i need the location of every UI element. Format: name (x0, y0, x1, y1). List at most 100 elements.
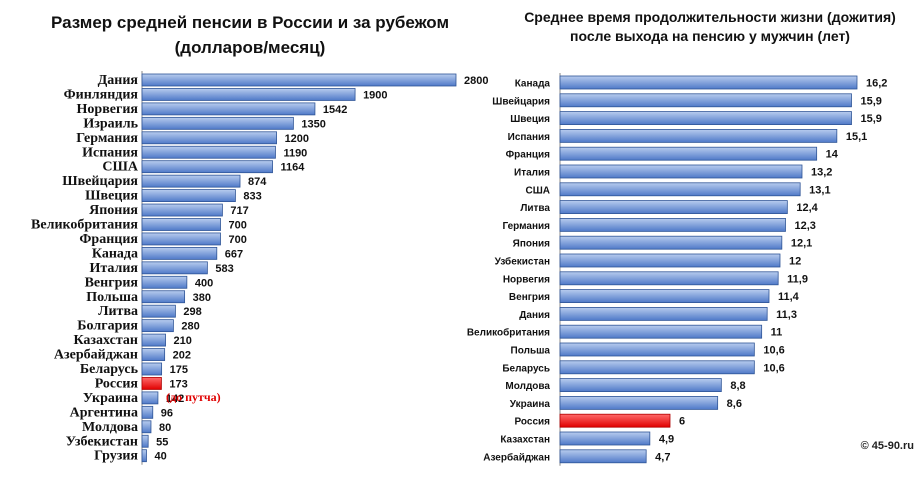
life-category-label-17: Беларусь (502, 363, 550, 374)
pension-category-label-20: Азербайджан (54, 348, 138, 363)
pension-category-label-18: Болгария (77, 319, 138, 334)
life-value-label-12: 11,9 (787, 273, 808, 285)
life-value-label-18: 8,8 (730, 380, 745, 392)
life-value-label-5: 14 (826, 149, 839, 161)
pension-value-label-20: 202 (173, 350, 191, 362)
pension-category-label-13: Канада (92, 246, 138, 261)
pension-value-label-15: 400 (195, 277, 213, 289)
pension-bar-13 (141, 246, 218, 260)
pension-category-label-9: Швеция (85, 189, 138, 204)
pension-value-label-17: 298 (183, 306, 201, 318)
pension-category-label-21: Беларусь (80, 362, 139, 377)
pension-bar-9 (141, 189, 236, 203)
pension-bar-8 (141, 174, 241, 188)
life-category-label-22: Азербайджан (483, 451, 550, 463)
pension-value-label-25: 80 (159, 422, 171, 434)
life-bar-8 (559, 200, 788, 215)
pension-category-label-3: Норвегия (77, 102, 139, 117)
pension-bar-3 (141, 102, 316, 116)
life-bar-11 (559, 253, 781, 268)
pension-value-label-19: 210 (174, 335, 192, 347)
pension-value-label-14: 583 (215, 263, 233, 275)
life-value-label-20: 6 (679, 416, 685, 428)
pension-category-label-2: Финляндия (64, 87, 139, 102)
life-category-label-9: Германия (502, 221, 550, 232)
pension-category-label-7: США (102, 160, 138, 175)
pension-value-label-3: 1542 (323, 104, 347, 116)
pension-bar-1 (141, 73, 457, 87)
life-value-label-6: 13,2 (811, 167, 832, 179)
pension-value-label-1: 2800 (464, 75, 488, 87)
right-chart-title-line-1: Среднее время продолжительности жизни (д… (524, 9, 896, 25)
left-chart-title: Размер средней пенсии в России и за рубе… (40, 10, 460, 60)
pension-category-label-12: Франция (79, 232, 138, 247)
pension-bar-26 (141, 434, 149, 448)
right-chart-title-line-2: после выхода на пенсию у мужчин (лет) (570, 28, 850, 44)
life-category-label-8: Литва (520, 203, 550, 214)
pension-category-label-5: Германия (76, 131, 138, 146)
pension-value-label-23: 142 (166, 393, 184, 405)
life-category-label-15: Великобритания (467, 327, 550, 339)
pension-category-label-15: Венгрия (85, 275, 139, 290)
life-value-label-13: 11,4 (778, 291, 800, 303)
pension-bar-17 (141, 304, 176, 318)
pension-value-label-6: 1190 (283, 147, 307, 159)
pension-bar-18 (141, 319, 174, 333)
life-bar-18 (559, 378, 722, 393)
pension-category-label-25: Молдова (82, 420, 138, 435)
right-chart-title: Среднее время продолжительности жизни (д… (500, 8, 920, 46)
life-bar-5 (559, 146, 818, 161)
pension-value-label-18: 280 (181, 321, 199, 333)
life-bar-1 (559, 75, 858, 90)
life-category-label-11: Узбекистан (495, 256, 550, 268)
life-bar-10 (559, 235, 783, 250)
pension-category-label-27: Грузия (94, 449, 138, 464)
life-bar-6 (559, 164, 803, 179)
pension-bar-23 (141, 391, 159, 405)
pension-bar-4 (141, 116, 294, 130)
pension-category-label-24: Аргентина (70, 405, 138, 420)
life-bar-12 (559, 271, 779, 286)
life-category-label-7: США (526, 185, 551, 196)
life-category-label-18: Молдова (505, 381, 550, 392)
life-bar-4 (559, 128, 838, 143)
life-value-label-1: 16,2 (866, 78, 887, 90)
pension-value-label-12: 700 (229, 234, 247, 246)
life-category-label-20: Россия (514, 417, 550, 428)
pension-category-label-16: Польша (86, 290, 138, 305)
life-category-label-3: Швеция (510, 114, 550, 125)
pension-bar-10 (141, 203, 223, 217)
pension-category-label-17: Литва (98, 304, 138, 319)
life-category-label-16: Польша (511, 346, 551, 357)
pension-category-label-11: Великобритания (31, 218, 138, 233)
pension-bar-6 (141, 145, 276, 159)
life-category-label-19: Украина (510, 399, 551, 410)
pension-value-label-2: 1900 (363, 89, 387, 101)
pension-value-label-5: 1200 (285, 133, 309, 145)
life-bar-9 (559, 217, 786, 232)
pension-category-label-22: Россия (95, 376, 139, 391)
pension-bar-25 (141, 420, 152, 434)
life-value-label-22: 4,7 (655, 451, 670, 463)
life-category-label-1: Канада (515, 79, 551, 90)
pension-value-label-21: 175 (170, 364, 188, 376)
life-category-label-10: Япония (513, 239, 551, 250)
left-chart-title-line-1: Размер средней пенсии в России и за рубе… (50, 13, 450, 32)
life-value-label-7: 13,1 (809, 184, 830, 196)
pension-category-label-23: Украина (83, 391, 138, 406)
life-value-label-19: 8,6 (727, 398, 742, 410)
pension-value-label-24: 96 (161, 407, 173, 419)
pension-category-label-10: Япония (89, 203, 138, 218)
pension-value-label-22: 173 (169, 378, 187, 390)
pension-category-label-4: Израиль (83, 116, 138, 131)
life-bar-16 (559, 342, 755, 357)
pension-category-label-26: Узбекистан (66, 434, 138, 449)
life-value-label-21: 4,9 (659, 434, 674, 446)
pension-value-label-8: 874 (248, 176, 267, 188)
pension-category-label-1: Дания (98, 73, 139, 88)
life-value-label-3: 15,9 (861, 113, 882, 125)
life-value-label-14: 11,3 (776, 309, 797, 321)
life-bar-19 (559, 395, 719, 410)
pension-category-label-6: Испания (82, 145, 138, 160)
